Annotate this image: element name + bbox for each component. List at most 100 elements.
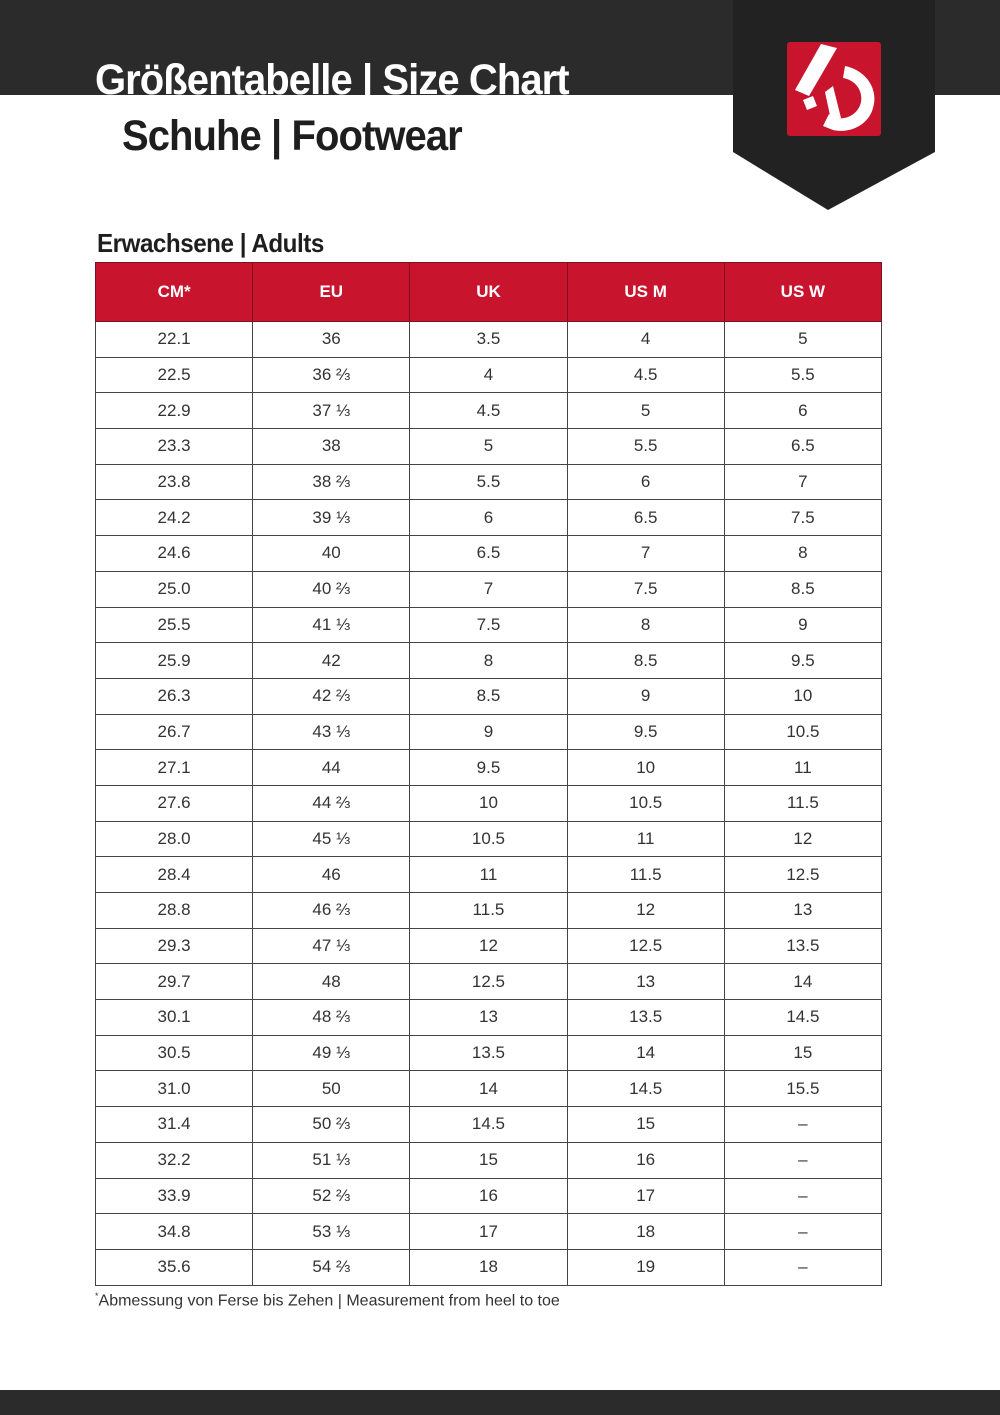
table-cell: 36 ⅔	[252, 356, 411, 394]
table-cell: 15	[723, 1034, 883, 1072]
table-cell: 14.5	[723, 999, 883, 1036]
column-header: UK	[409, 262, 568, 322]
table-cell: 48	[252, 963, 411, 1001]
table-cell: 49 ⅓	[252, 1034, 411, 1072]
table-cell: 5.5	[566, 428, 725, 465]
table-cell: 25.0	[94, 570, 254, 608]
table-cell: 10.5	[723, 713, 883, 751]
table-cell: 30.1	[94, 999, 254, 1036]
table-header-row: CM* EU UK US M US W	[94, 262, 883, 322]
table-row: 27.1 44 9.5 10 11	[94, 749, 883, 786]
table-cell: 4.5	[409, 392, 568, 430]
table-cell: 39 ⅓	[252, 499, 411, 537]
table-cell: 11	[409, 856, 568, 893]
table-cell: 5.5	[723, 356, 883, 394]
table-cell: 11.5	[723, 784, 883, 822]
table-cell: 7	[723, 463, 883, 501]
table-cell: 10	[566, 749, 725, 786]
table-cell: 36	[252, 321, 411, 358]
page-title: Größentabelle | Size Chart	[95, 56, 570, 95]
table-cell: 25.9	[94, 642, 254, 679]
table-cell: 5	[723, 321, 883, 358]
table-row: 30.1 48 ⅔ 13 13.5 14.5	[94, 999, 883, 1036]
table-cell: 6	[723, 392, 883, 430]
table-cell: 13.5	[723, 927, 883, 965]
table-cell: 22.9	[94, 392, 254, 430]
table-row: 27.6 44 ⅔ 10 10.5 11.5	[94, 784, 883, 822]
table-row: 22.1 36 3.5 4 5	[94, 321, 883, 358]
table-cell: 46	[252, 856, 411, 893]
table-cell: 7	[409, 570, 568, 608]
table-cell: 15	[409, 1141, 568, 1179]
table-cell: 13.5	[409, 1034, 568, 1072]
table-cell: 9.5	[723, 642, 883, 679]
table-cell: 11.5	[566, 856, 725, 893]
table-row: 34.8 53 ⅓ 17 18–	[94, 1213, 883, 1250]
table-cell: 12.5	[409, 963, 568, 1001]
table-cell: 54 ⅔	[252, 1248, 411, 1286]
table-cell: 12	[566, 892, 725, 929]
table-cell: 31.4	[94, 1106, 254, 1143]
table-cell: 22.5	[94, 356, 254, 394]
table-row: 26.7 43 ⅓ 9 9.5 10.5	[94, 713, 883, 751]
table-row: 22.5 36 ⅔ 4 4.5 5.5	[94, 356, 883, 394]
table-cell: 15.5	[723, 1070, 883, 1108]
column-header: CM*	[94, 262, 254, 322]
table-row: 24.2 39 ⅓ 6 6.5 7.5	[94, 499, 883, 537]
table-cell: 8	[723, 535, 883, 572]
table-cell: 24.2	[94, 499, 254, 537]
table-row: 28.4 46 11 11.5 12.5	[94, 856, 883, 893]
table-cell: 6.5	[723, 428, 883, 465]
table-row: 31.0 50 14 14.5 15.5	[94, 1070, 883, 1108]
table-cell: 44 ⅔	[252, 784, 411, 822]
table-cell: 51 ⅓	[252, 1141, 411, 1179]
table-cell: 22.1	[94, 321, 254, 358]
table-cell: 28.8	[94, 892, 254, 929]
table-cell: 8	[409, 642, 568, 679]
table-row: 25.9 42 8 8.5 9.5	[94, 642, 883, 679]
table-cell: 27.6	[94, 784, 254, 822]
table-cell: –	[723, 1141, 883, 1179]
section-heading: Erwachsene | Adults	[97, 228, 324, 258]
table-cell: 5.5	[409, 463, 568, 501]
table-cell: 13	[409, 999, 568, 1036]
table-cell: 12.5	[566, 927, 725, 965]
table-cell: 9	[566, 677, 725, 715]
table-cell: 12	[723, 820, 883, 858]
table-row: 23.3 38 5 5.5 6.5	[94, 428, 883, 465]
column-header: EU	[252, 262, 411, 322]
table-cell: 10	[409, 784, 568, 822]
table-row: 25.5 41 ⅓ 7.5 8 9	[94, 606, 883, 644]
table-cell: 10.5	[566, 784, 725, 822]
table-cell: 40	[252, 535, 411, 572]
page-subtitle: Schuhe | Footwear	[122, 112, 463, 160]
table-cell: 45 ⅓	[252, 820, 411, 858]
table-cell: 14	[566, 1034, 725, 1072]
table-cell: 12	[409, 927, 568, 965]
brand-shield	[733, 0, 935, 210]
table-cell: 52 ⅔	[252, 1177, 411, 1215]
table-cell: 8.5	[566, 642, 725, 679]
table-cell: 40 ⅔	[252, 570, 411, 608]
footnote: *Abmessung von Ferse bis Zehen | Measure…	[95, 1291, 560, 1310]
table-row: 26.3 42 ⅔ 8.5 9 10	[94, 677, 883, 715]
table-cell: 42	[252, 642, 411, 679]
table-cell: 35.6	[94, 1248, 254, 1286]
table-cell: 13.5	[566, 999, 725, 1036]
five-ten-logo-icon	[787, 42, 881, 136]
table-cell: 10	[723, 677, 883, 715]
table-cell: 11	[723, 749, 883, 786]
table-cell: 18	[566, 1213, 725, 1250]
table-cell: 16	[409, 1177, 568, 1215]
footer-bar	[0, 1390, 1000, 1415]
table-cell: 17	[566, 1177, 725, 1215]
table-cell: 28.4	[94, 856, 254, 893]
table-cell: –	[723, 1248, 883, 1286]
table-row: 28.0 45 ⅓ 10.5 11 12	[94, 820, 883, 858]
table-cell: 11.5	[409, 892, 568, 929]
table-cell: 26.7	[94, 713, 254, 751]
table-cell: 9	[409, 713, 568, 751]
table-cell: 9	[723, 606, 883, 644]
table-cell: 33.9	[94, 1177, 254, 1215]
table-row: 33.9 52 ⅔ 16 17–	[94, 1177, 883, 1215]
